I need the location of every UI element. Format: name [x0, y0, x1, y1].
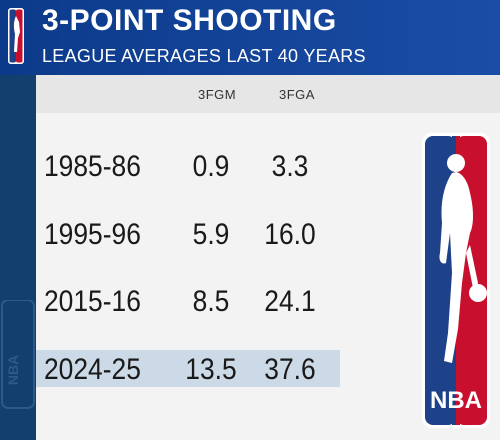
- fga-value: 16.0: [264, 218, 316, 251]
- fga-value: 3.3: [271, 150, 309, 183]
- column-header-3fgm: 3FGM: [198, 87, 237, 102]
- season-label: 2024-25: [44, 353, 141, 386]
- nba-logo-icon: NBA: [422, 133, 490, 428]
- season-label: 1995-96: [44, 218, 141, 251]
- column-header-band: [36, 75, 500, 113]
- fgm-value: 13.5: [185, 353, 237, 386]
- nba-watermark-icon: NBA: [1, 300, 35, 409]
- fgm-value: 5.9: [192, 218, 230, 251]
- header-banner: 3-POINT SHOOTING LEAGUE AVERAGES LAST 40…: [0, 0, 500, 75]
- fgm-value: 8.5: [192, 285, 230, 318]
- nba-logo-icon: [8, 8, 24, 64]
- logo-text: NBA: [430, 387, 482, 414]
- page-subtitle: LEAGUE AVERAGES LAST 40 YEARS: [42, 46, 366, 66]
- fga-value: 37.6: [264, 353, 316, 386]
- column-header-3fga: 3FGA: [279, 87, 315, 102]
- svg-text:NBA: NBA: [5, 355, 21, 385]
- season-label: 2015-16: [44, 285, 141, 318]
- fgm-value: 0.9: [192, 150, 230, 183]
- season-label: 1985-86: [44, 150, 141, 183]
- page-title: 3-POINT SHOOTING: [42, 4, 337, 37]
- highlighted-row-background: [36, 350, 340, 387]
- fga-value: 24.1: [264, 285, 316, 318]
